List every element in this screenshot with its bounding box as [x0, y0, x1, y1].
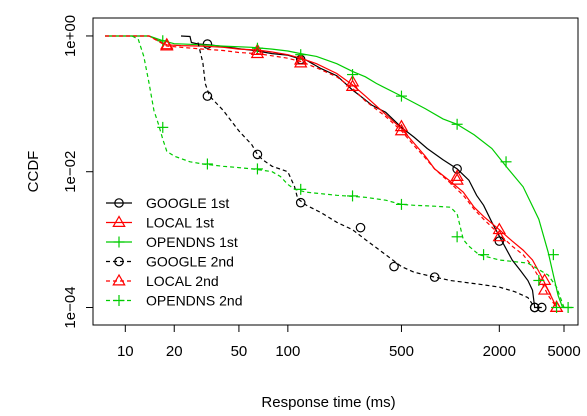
data-point-local-2nd	[537, 282, 552, 295]
data-point-opendns-2nd	[395, 198, 407, 210]
legend-label: OPENDNS 2nd	[146, 293, 242, 309]
data-point-local-2nd	[345, 79, 360, 92]
series-google-2nd	[197, 42, 540, 313]
data-point-opendns-1st	[562, 301, 574, 313]
legend-label: GOOGLE 2nd	[146, 254, 234, 270]
series-line-local-2nd	[105, 35, 558, 308]
y-tick-label: 1e−02	[62, 151, 79, 193]
legend-entry-local-1st: LOCAL 1st	[106, 215, 214, 231]
data-point-opendns-2nd	[551, 301, 563, 313]
series-line-opendns-2nd	[131, 35, 565, 308]
legend-label: OPENDNS 1st	[146, 234, 238, 250]
data-point-local-2nd	[293, 55, 308, 68]
data-point-local-1st	[345, 74, 360, 87]
data-point-opendns-2nd	[451, 231, 463, 243]
series-opendns-2nd	[131, 35, 565, 313]
data-point-local-2nd	[394, 123, 409, 136]
legend-marker-local-1st	[112, 215, 126, 227]
legend-entry-google-2nd: GOOGLE 2nd	[106, 254, 234, 270]
data-point-local-2nd	[250, 46, 265, 59]
legend-marker-local-2nd	[112, 273, 126, 286]
x-tick-label: 5000	[547, 343, 580, 360]
data-point-opendns-1st	[347, 69, 359, 81]
data-point-google-2nd	[389, 261, 399, 272]
data-point-google-2nd	[355, 222, 366, 233]
x-tick-label: 500	[389, 343, 414, 360]
series-line-google-2nd	[197, 42, 536, 308]
legend-label: LOCAL 1st	[146, 215, 214, 231]
x-tick-label: 20	[166, 343, 183, 360]
data-point-local-2nd	[492, 229, 507, 242]
series-local-1st	[105, 35, 564, 312]
data-point-opendns-2nd	[478, 249, 490, 261]
legend-entry-local-2nd: LOCAL 2nd	[106, 273, 219, 289]
data-point-opendns-1st	[451, 118, 463, 130]
data-point-google-2nd	[202, 91, 213, 101]
data-point-opendns-2nd	[295, 183, 307, 195]
legend-marker-google-2nd	[114, 256, 124, 267]
x-tick-label: 10	[117, 343, 134, 360]
series-line-google-1st	[180, 35, 542, 309]
series-line-opendns-1st	[105, 35, 572, 309]
legend-marker-opendns-1st	[113, 236, 125, 248]
series-google-1st	[180, 35, 547, 313]
data-point-google-1st	[202, 39, 213, 49]
y-tick-label: 1e+00	[62, 15, 79, 57]
y-tick-label: 1e−04	[62, 286, 79, 328]
data-point-local-2nd	[450, 172, 464, 185]
data-point-google-2nd	[252, 149, 263, 160]
legend-label: GOOGLE 1st	[146, 195, 229, 211]
x-axis-label: Response time (ms)	[261, 394, 395, 411]
data-point-opendns-2nd	[347, 190, 359, 202]
legend-label: LOCAL 2nd	[146, 273, 219, 289]
x-tick-label: 100	[275, 343, 300, 360]
legend-marker-google-1st	[114, 198, 124, 208]
data-point-local-1st	[293, 52, 308, 65]
y-axis-label: CCDF	[25, 151, 42, 193]
data-point-google-2nd	[429, 272, 440, 282]
data-point-opendns-1st	[547, 249, 559, 261]
data-point-opendns-2nd	[201, 158, 213, 170]
legend-entry-opendns-1st: OPENDNS 1st	[106, 234, 238, 250]
x-tick-label: 50	[231, 343, 248, 360]
legend-entry-opendns-2nd: OPENDNS 2nd	[106, 293, 242, 309]
data-point-opendns-2nd	[251, 163, 263, 175]
data-point-opendns-1st	[500, 156, 512, 168]
data-point-local-2nd	[160, 38, 174, 51]
data-point-google-1st	[536, 302, 547, 313]
series-opendns-1st	[105, 35, 574, 313]
data-point-opendns-2nd	[533, 274, 545, 286]
data-point-opendns-1st	[295, 49, 307, 61]
series-layer	[105, 35, 574, 313]
data-point-google-2nd	[529, 302, 540, 313]
x-tick-label: 2000	[483, 343, 516, 360]
series-line-local-1st	[105, 35, 558, 308]
data-point-local-1st	[450, 169, 464, 182]
series-local-2nd	[105, 35, 564, 312]
data-point-google-2nd	[295, 197, 306, 208]
data-point-local-1st	[250, 43, 265, 56]
legend-entry-google-1st: GOOGLE 1st	[106, 195, 229, 211]
data-point-local-1st	[160, 37, 174, 50]
data-point-opendns-2nd	[157, 121, 169, 133]
axes-layer: 10 20 50 100 500 2000 5000 1e+00 1e−02 1e−04 Respo…	[25, 15, 581, 411]
legend: GOOGLE 1st LOCAL 1st OPENDNS 1st GOOGLE 2nd…	[106, 195, 242, 309]
data-point-opendns-1st	[395, 90, 407, 102]
legend-marker-opendns-2nd	[113, 295, 125, 306]
